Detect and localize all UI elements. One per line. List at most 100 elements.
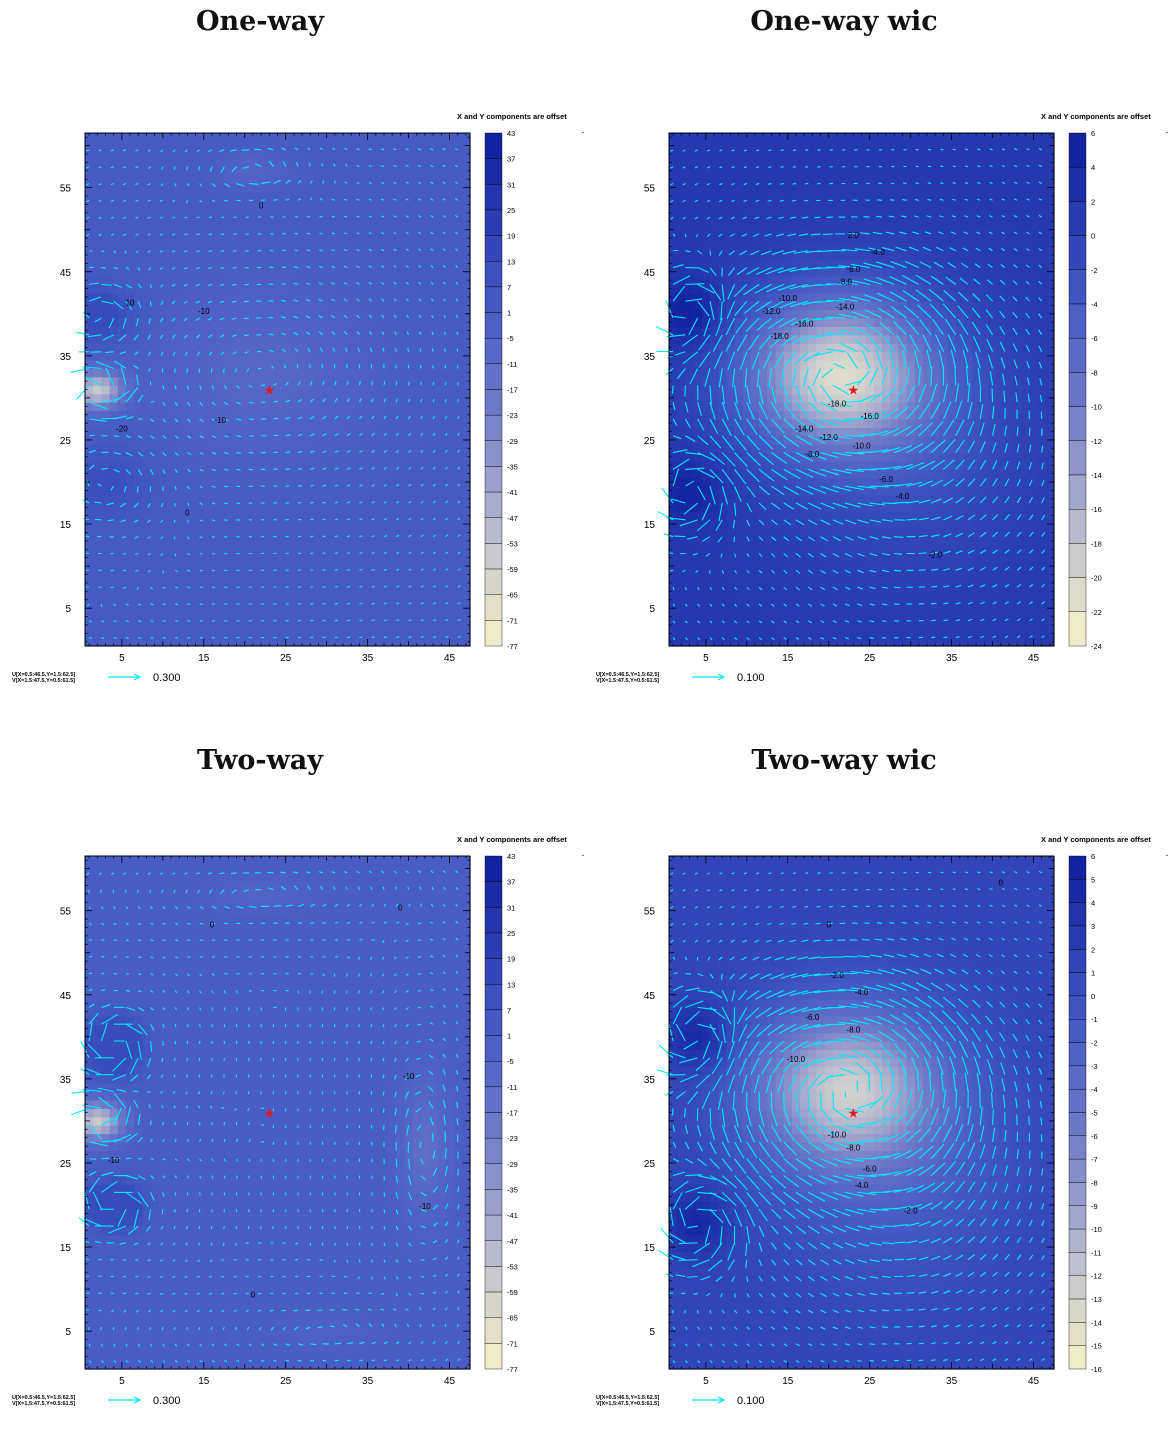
heatmap-cell bbox=[701, 528, 711, 538]
heatmap-cell bbox=[404, 158, 414, 168]
heatmap-cell bbox=[314, 183, 324, 193]
vector-arrow bbox=[371, 398, 374, 403]
colorbar-swatch bbox=[484, 440, 503, 467]
heatmap-cell bbox=[388, 553, 397, 563]
heatmap-cell bbox=[109, 528, 119, 538]
heatmap-cell bbox=[142, 545, 152, 555]
heatmap-cell bbox=[437, 233, 447, 243]
heatmap-cell bbox=[767, 612, 777, 622]
heatmap-cell bbox=[412, 217, 422, 227]
heatmap-cell bbox=[142, 191, 152, 201]
vector-arrow bbox=[331, 232, 336, 235]
heatmap-cell bbox=[183, 418, 193, 428]
heatmap-cell bbox=[453, 351, 463, 361]
heatmap-cell bbox=[109, 217, 119, 227]
vector-arrow bbox=[381, 281, 385, 285]
heatmap-cell bbox=[775, 570, 785, 580]
heatmap-cell bbox=[85, 402, 94, 412]
heatmap-cell bbox=[379, 284, 389, 294]
vector-arrow bbox=[162, 637, 166, 639]
heatmap-cell bbox=[150, 570, 160, 580]
heatmap-cell bbox=[420, 318, 430, 328]
vector-arrow bbox=[309, 398, 315, 403]
heatmap-cell bbox=[420, 225, 430, 235]
heatmap-cell bbox=[363, 376, 373, 386]
vector-arrow bbox=[443, 281, 446, 285]
heatmap-cell bbox=[322, 435, 332, 445]
heatmap-cell bbox=[306, 603, 315, 613]
heatmap-cell bbox=[379, 435, 389, 445]
heatmap-cell bbox=[677, 620, 686, 630]
heatmap-cell bbox=[718, 292, 727, 302]
heatmap-cell bbox=[142, 368, 152, 378]
heatmap-cell bbox=[240, 578, 250, 588]
heatmap-cell bbox=[363, 620, 373, 630]
heatmap-cell bbox=[93, 393, 102, 403]
heatmap-cell bbox=[718, 133, 727, 143]
heatmap-cell bbox=[232, 494, 242, 504]
heatmap-cell bbox=[248, 553, 258, 563]
heatmap-cell bbox=[281, 519, 291, 529]
vector-arrow bbox=[108, 317, 115, 329]
heatmap-cell bbox=[379, 469, 389, 479]
heatmap-cell bbox=[232, 561, 242, 571]
heatmap-cell bbox=[338, 519, 348, 529]
heatmap-cell bbox=[726, 561, 736, 571]
heatmap-cell bbox=[117, 334, 127, 344]
vector-arrow bbox=[371, 449, 375, 454]
heatmap-cell bbox=[412, 149, 422, 159]
colorbar-swatch bbox=[484, 235, 503, 262]
heatmap-cell bbox=[330, 578, 340, 588]
heatmap-cell bbox=[453, 175, 463, 185]
heatmap-cell bbox=[726, 444, 736, 454]
heatmap-cell bbox=[207, 376, 217, 386]
heatmap-cell bbox=[109, 318, 119, 328]
heatmap-cell bbox=[330, 444, 340, 454]
heatmap-cell bbox=[125, 368, 135, 378]
heatmap-cell bbox=[767, 166, 777, 176]
vector-arrow bbox=[294, 348, 299, 353]
heatmap-cell bbox=[125, 410, 135, 420]
heatmap-cell bbox=[175, 460, 184, 470]
chart-one-way-wic: X and Y components are offset.2.0-4.0-6.… bbox=[596, 112, 1168, 684]
heatmap-cell bbox=[281, 360, 291, 370]
vector-arrow bbox=[442, 248, 446, 252]
heatmap-cell bbox=[388, 460, 397, 470]
heatmap-cell bbox=[355, 191, 365, 201]
heatmap-cell bbox=[289, 418, 299, 428]
heatmap-cell bbox=[461, 612, 471, 622]
heatmap-cell bbox=[330, 334, 340, 344]
heatmap-cell bbox=[379, 166, 389, 176]
heatmap-cell bbox=[429, 452, 438, 462]
heatmap-cell bbox=[355, 570, 365, 580]
heatmap-cell bbox=[199, 553, 209, 563]
heatmap-cell bbox=[93, 435, 102, 445]
heatmap-cell bbox=[125, 158, 135, 168]
heatmap-cell bbox=[109, 149, 119, 159]
heatmap-cell bbox=[175, 309, 184, 319]
vector-arrow bbox=[420, 500, 424, 504]
heatmap-cell bbox=[265, 275, 275, 285]
heatmap-cell bbox=[759, 545, 768, 555]
heatmap-cell bbox=[150, 469, 160, 479]
heatmap-cell bbox=[783, 267, 793, 277]
heatmap-cell bbox=[158, 318, 168, 328]
heatmap-cell bbox=[445, 519, 455, 529]
vector-arrow bbox=[455, 298, 459, 302]
heatmap-cell bbox=[775, 528, 785, 538]
heatmap-cell bbox=[396, 309, 406, 319]
heatmap-cell bbox=[142, 452, 152, 462]
heatmap-cell bbox=[85, 158, 94, 168]
heatmap-cell bbox=[191, 360, 201, 370]
heatmap-cell bbox=[330, 360, 340, 370]
colorbar-label: 43 bbox=[507, 129, 515, 138]
heatmap-cell bbox=[412, 620, 422, 630]
heatmap-cell bbox=[265, 141, 275, 151]
heatmap-cell bbox=[669, 418, 678, 428]
heatmap-cell bbox=[109, 469, 119, 479]
heatmap-cell bbox=[726, 149, 736, 159]
heatmap-cell bbox=[166, 225, 176, 235]
vector-arrow bbox=[343, 314, 348, 319]
heatmap-cell bbox=[199, 259, 209, 269]
heatmap-cell bbox=[314, 326, 324, 336]
